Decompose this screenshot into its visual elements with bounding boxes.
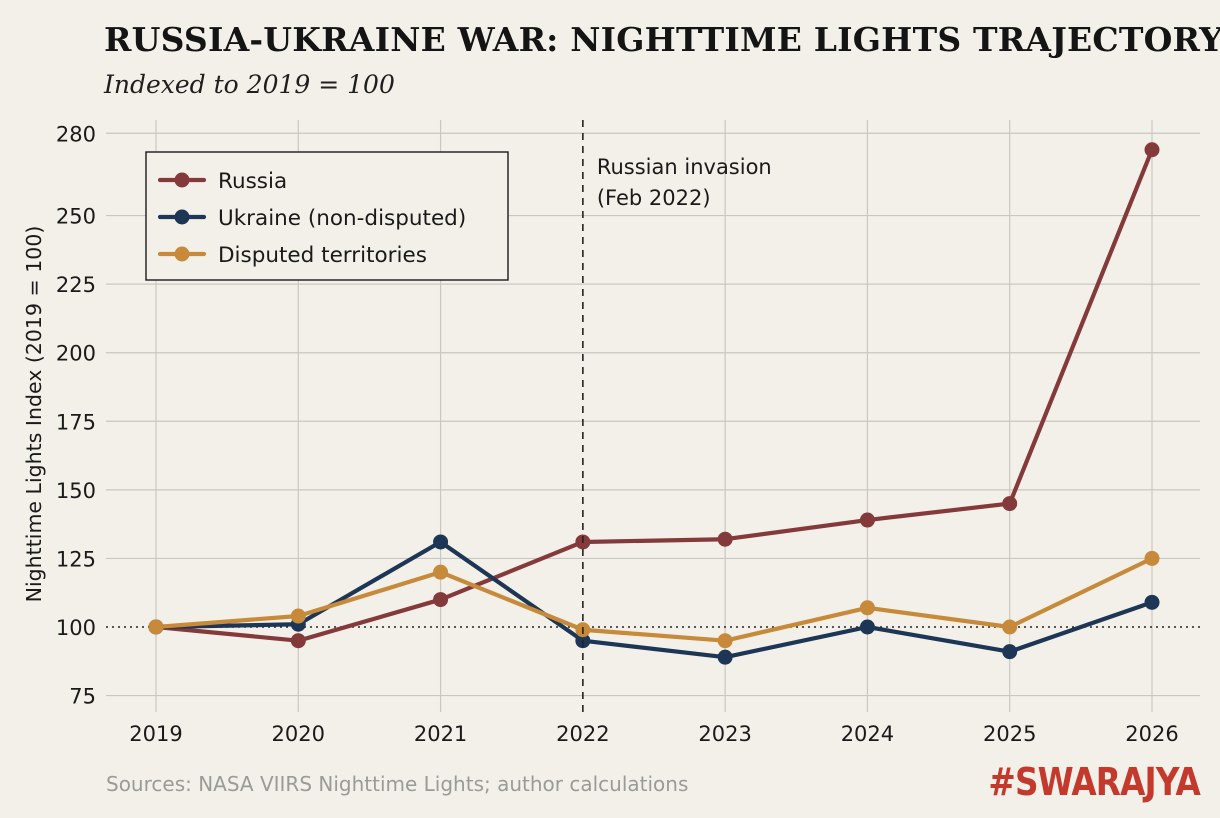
x-tick-label: 2020 [272, 722, 325, 746]
data-point [1002, 619, 1018, 635]
data-point [433, 592, 449, 608]
x-tick-label: 2023 [698, 722, 751, 746]
chart-title: RUSSIA-UKRAINE WAR: NIGHTTIME LIGHTS TRA… [104, 20, 1220, 59]
data-point [1144, 594, 1160, 610]
y-tick-label: 250 [56, 205, 96, 229]
y-tick-label: 280 [56, 122, 96, 146]
data-point [717, 649, 733, 665]
x-tick-label: 2026 [1125, 722, 1178, 746]
data-point [433, 564, 449, 580]
data-point [1144, 550, 1160, 566]
x-tick-label: 2019 [129, 722, 182, 746]
series-line-0 [153, 147, 1155, 643]
series-line-2 [153, 556, 1155, 643]
y-tick-label: 175 [56, 410, 96, 434]
legend-label: Disputed territories [218, 243, 427, 268]
data-point [1002, 496, 1018, 512]
y-axis-label: Nighttime Lights Index (2019 = 100) [22, 226, 46, 603]
data-point [290, 633, 306, 649]
x-tick-label: 2024 [841, 722, 894, 746]
legend-swatch-marker [174, 172, 190, 188]
data-point [148, 619, 164, 635]
data-point [1144, 142, 1160, 158]
legend-swatch-marker [174, 209, 190, 225]
data-point [717, 531, 733, 547]
invasion-annotation: (Feb 2022) [597, 186, 711, 210]
brand-logo: #SWARAJYA [988, 760, 1200, 804]
data-point [859, 600, 875, 616]
x-tick-label: 2021 [414, 722, 467, 746]
invasion-annotation: Russian invasion [597, 155, 772, 179]
data-point [717, 633, 733, 649]
data-point [1002, 644, 1018, 660]
y-tick-label: 150 [56, 479, 96, 503]
y-tick-label: 125 [56, 547, 96, 571]
x-tick-label: 2025 [983, 722, 1036, 746]
legend-swatch-marker [174, 246, 190, 262]
data-point [433, 534, 449, 550]
source-note: Sources: NASA VIIRS Nighttime Lights; au… [106, 772, 689, 796]
y-tick-label: 100 [56, 616, 96, 640]
legend-box [145, 151, 509, 281]
legend-label: Ukraine (non-disputed) [218, 206, 466, 231]
legend-label: Russia [218, 169, 287, 194]
y-tick-label: 225 [56, 273, 96, 297]
x-tick-label: 2022 [556, 722, 609, 746]
data-point [859, 619, 875, 635]
chart-subtitle: Indexed to 2019 = 100 [104, 70, 395, 99]
data-point [290, 608, 306, 624]
y-tick-label: 75 [69, 685, 96, 709]
y-tick-label: 200 [56, 342, 96, 366]
data-point [859, 512, 875, 528]
